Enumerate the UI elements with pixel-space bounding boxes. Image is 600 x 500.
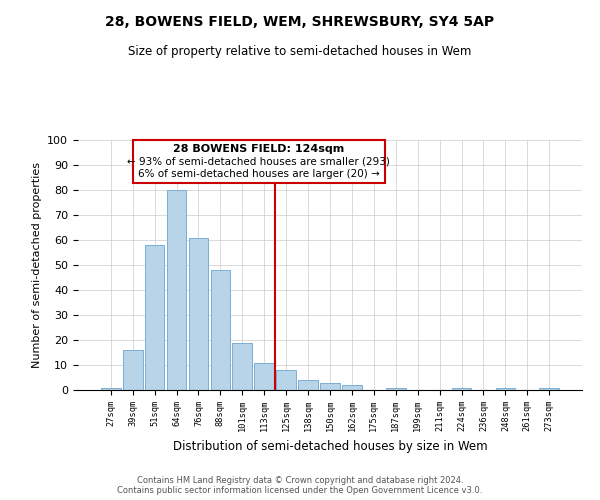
Text: ← 93% of semi-detached houses are smaller (293): ← 93% of semi-detached houses are smalle… — [127, 156, 390, 166]
Bar — [320, 382, 340, 390]
Text: Contains public sector information licensed under the Open Government Licence v3: Contains public sector information licen… — [118, 486, 482, 495]
Text: 6% of semi-detached houses are larger (20) →: 6% of semi-detached houses are larger (2… — [138, 169, 380, 179]
Bar — [167, 190, 187, 390]
FancyBboxPatch shape — [133, 140, 385, 182]
Bar — [276, 370, 296, 390]
Bar — [211, 270, 230, 390]
Bar — [452, 388, 472, 390]
Text: 28, BOWENS FIELD, WEM, SHREWSBURY, SY4 5AP: 28, BOWENS FIELD, WEM, SHREWSBURY, SY4 5… — [106, 15, 494, 29]
Text: Size of property relative to semi-detached houses in Wem: Size of property relative to semi-detach… — [128, 45, 472, 58]
Bar — [342, 385, 362, 390]
Bar — [145, 245, 164, 390]
Bar — [254, 362, 274, 390]
Bar — [298, 380, 318, 390]
Bar — [101, 388, 121, 390]
Text: Contains HM Land Registry data © Crown copyright and database right 2024.: Contains HM Land Registry data © Crown c… — [137, 476, 463, 485]
Bar — [123, 350, 143, 390]
Bar — [386, 388, 406, 390]
X-axis label: Distribution of semi-detached houses by size in Wem: Distribution of semi-detached houses by … — [173, 440, 487, 452]
Bar — [539, 388, 559, 390]
Bar — [188, 238, 208, 390]
Bar — [232, 342, 252, 390]
Bar — [496, 388, 515, 390]
Text: 28 BOWENS FIELD: 124sqm: 28 BOWENS FIELD: 124sqm — [173, 144, 344, 154]
Y-axis label: Number of semi-detached properties: Number of semi-detached properties — [32, 162, 42, 368]
